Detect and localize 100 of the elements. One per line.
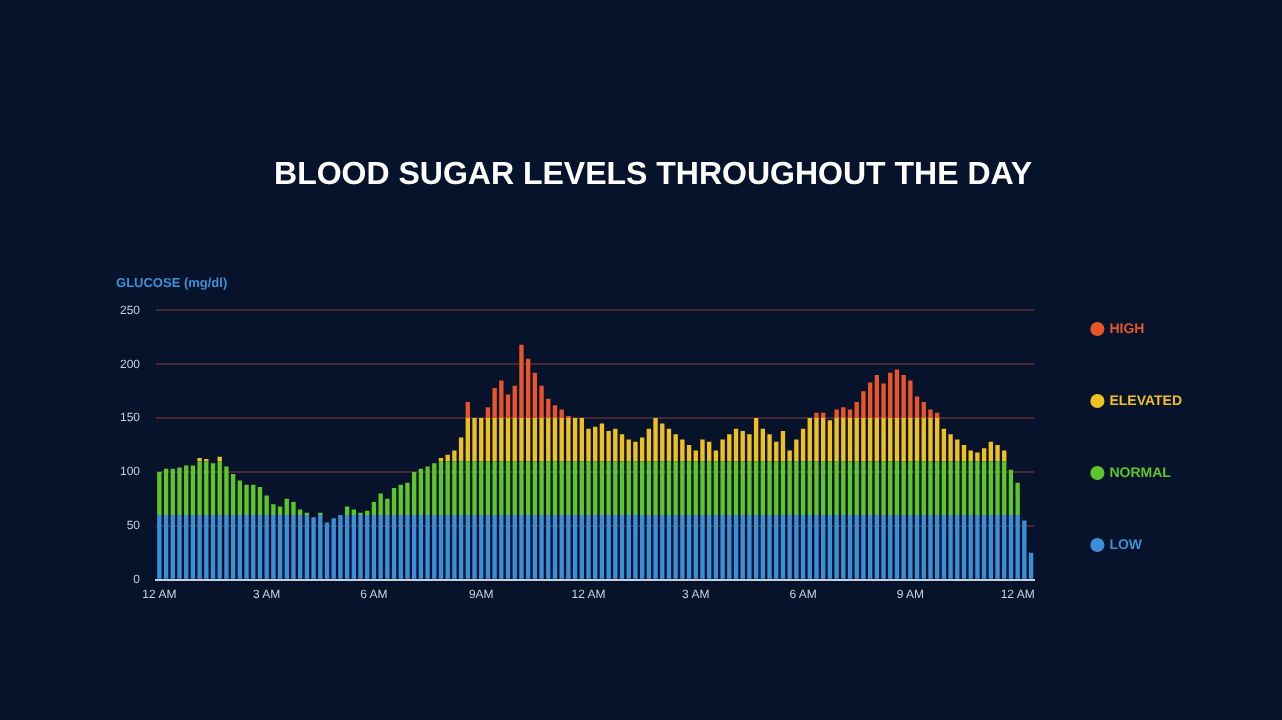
bar (572, 418, 578, 462)
bar (177, 514, 182, 579)
bar (271, 514, 276, 579)
bar (955, 514, 960, 579)
bar (472, 418, 477, 462)
bar (686, 445, 692, 462)
bar (224, 466, 229, 515)
bar (532, 514, 538, 579)
bar (532, 461, 538, 515)
bar (1002, 514, 1007, 579)
bar (546, 461, 551, 515)
bar (935, 461, 940, 515)
bar (378, 493, 383, 515)
bar (901, 514, 906, 579)
bar (318, 514, 323, 579)
bar (908, 380, 913, 419)
bar (331, 518, 336, 579)
bar (479, 461, 484, 515)
bar (619, 514, 625, 579)
bar (277, 514, 283, 579)
bar (391, 488, 397, 515)
bar (740, 431, 745, 462)
bar (378, 514, 383, 579)
bar (814, 418, 819, 462)
bar (465, 514, 470, 579)
bar (472, 461, 477, 515)
bar (338, 514, 343, 579)
bar (653, 461, 658, 515)
bar (606, 514, 611, 579)
bar (867, 461, 873, 515)
bar (733, 428, 739, 462)
bar (968, 461, 973, 515)
bar (727, 434, 732, 462)
bar (405, 514, 410, 579)
bar (438, 461, 444, 515)
bar (975, 514, 980, 579)
bar (599, 461, 605, 515)
bar (881, 461, 886, 515)
bar (794, 514, 799, 579)
bar (344, 506, 350, 515)
bar (1002, 461, 1007, 515)
bar (720, 439, 725, 462)
bar (593, 426, 598, 462)
bar (539, 514, 544, 579)
bar (579, 461, 584, 515)
bar (928, 461, 933, 515)
bar (827, 461, 833, 515)
bar (760, 461, 766, 515)
bar (666, 514, 672, 579)
bar (385, 514, 390, 579)
bar (834, 461, 839, 515)
bar (847, 418, 853, 462)
bar (753, 514, 759, 579)
bar (177, 467, 182, 515)
bar (653, 514, 658, 579)
bar (807, 461, 812, 515)
bar (941, 461, 947, 515)
bar (251, 514, 256, 579)
bar (539, 418, 544, 462)
bar (525, 418, 531, 462)
bar (713, 461, 719, 515)
bar (532, 418, 538, 462)
bar (707, 461, 712, 515)
bar (787, 461, 792, 515)
bar (217, 514, 222, 579)
bar (968, 514, 973, 579)
bar (190, 514, 196, 579)
bar (901, 461, 906, 515)
bar (914, 461, 920, 515)
bar (499, 380, 504, 419)
bar (579, 514, 584, 579)
bar (559, 461, 564, 515)
bar (961, 461, 967, 515)
bar (519, 418, 524, 462)
bar (391, 514, 397, 579)
bar (204, 514, 209, 579)
bar (847, 514, 853, 579)
bar (908, 418, 913, 462)
bar (465, 418, 470, 462)
bar (888, 514, 893, 579)
bar (753, 418, 759, 462)
bar (1002, 450, 1007, 462)
bar (961, 514, 967, 579)
bar (445, 514, 450, 579)
bar (800, 461, 806, 515)
bar (566, 461, 571, 515)
bar (800, 514, 806, 579)
bar (418, 468, 424, 515)
bar (700, 461, 705, 515)
bar (807, 514, 812, 579)
bar (941, 514, 947, 579)
chart-title: BLOOD SUGAR LEVELS THROUGHOUT THE DAY (274, 158, 1033, 193)
bar (961, 445, 967, 462)
bar (660, 423, 665, 462)
bar (814, 461, 819, 515)
bar (680, 514, 685, 579)
bar (707, 441, 712, 462)
bar (432, 463, 437, 515)
bar (948, 434, 953, 462)
bar (197, 514, 202, 579)
